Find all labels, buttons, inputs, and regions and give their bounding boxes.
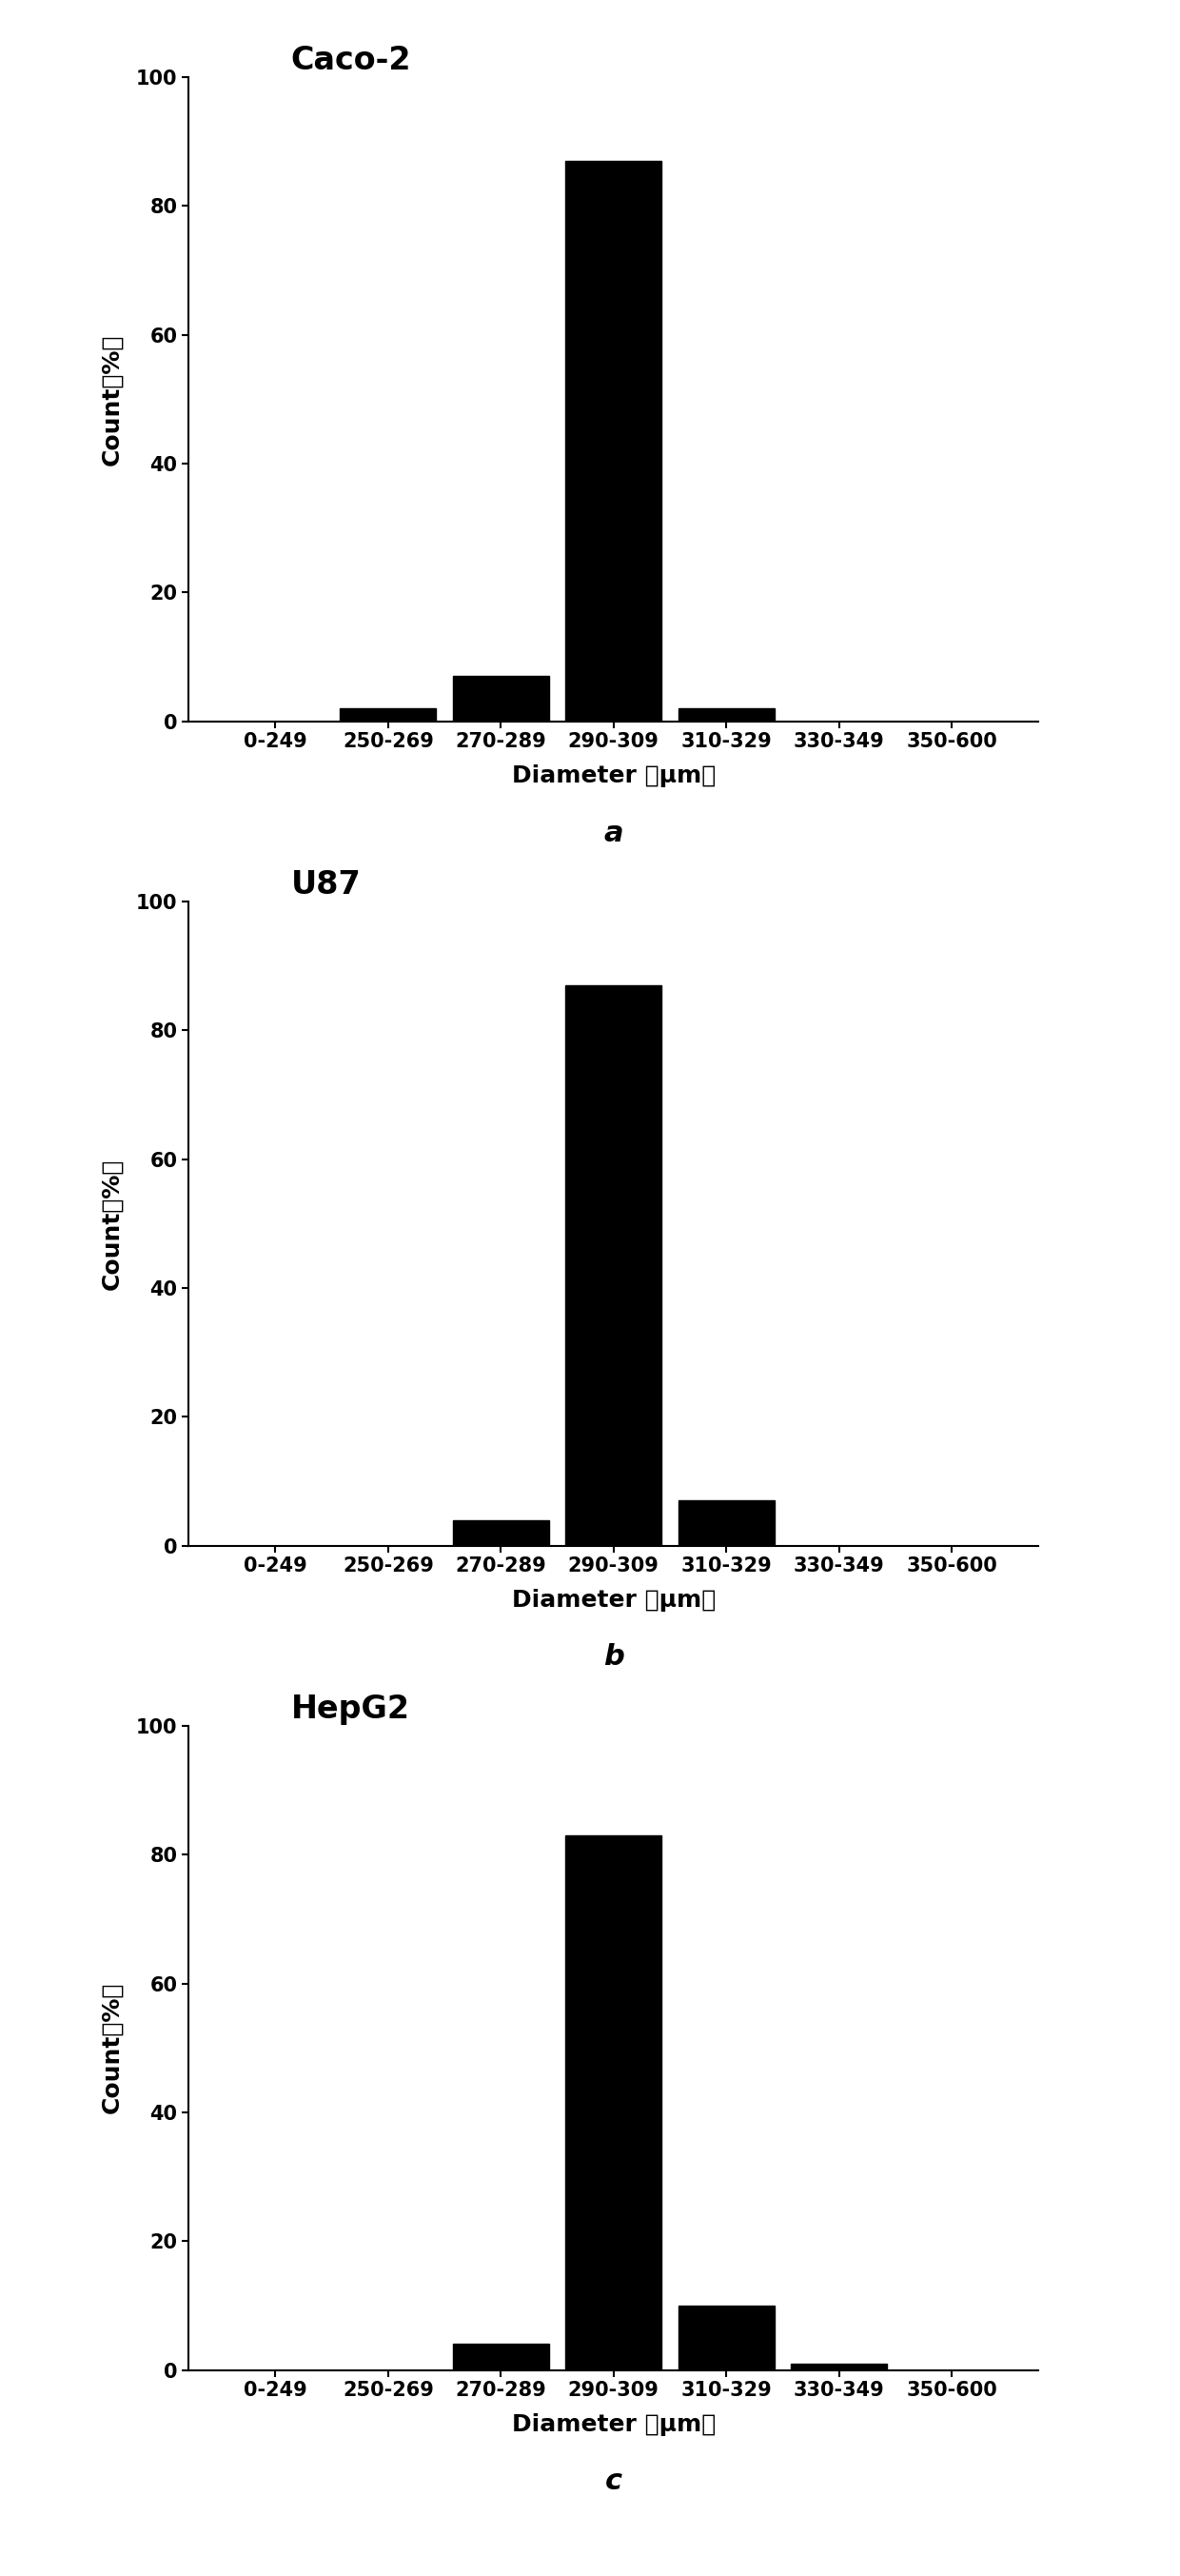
Bar bbox=[678, 2306, 774, 2370]
Text: b: b bbox=[603, 1643, 624, 1672]
X-axis label: Diameter （μm）: Diameter （μm） bbox=[512, 2414, 715, 2437]
Bar bbox=[791, 2365, 887, 2370]
Bar bbox=[453, 1520, 549, 1546]
Text: a: a bbox=[604, 819, 623, 848]
X-axis label: Diameter （μm）: Diameter （μm） bbox=[512, 1589, 715, 1613]
Text: HepG2: HepG2 bbox=[290, 1692, 409, 1726]
Text: c: c bbox=[605, 2468, 622, 2496]
Y-axis label: Count（%）: Count（%） bbox=[100, 1981, 123, 2115]
Bar bbox=[565, 160, 662, 721]
Y-axis label: Count（%）: Count（%） bbox=[100, 332, 123, 466]
Bar bbox=[340, 708, 437, 721]
X-axis label: Diameter （μm）: Diameter （μm） bbox=[512, 765, 715, 788]
Bar bbox=[678, 1499, 774, 1546]
Bar bbox=[453, 677, 549, 721]
Text: Caco-2: Caco-2 bbox=[290, 44, 411, 77]
Bar bbox=[565, 1834, 662, 2370]
Y-axis label: Count（%）: Count（%） bbox=[100, 1157, 123, 1291]
Bar bbox=[453, 2344, 549, 2370]
Text: U87: U87 bbox=[290, 868, 361, 902]
Bar bbox=[565, 987, 662, 1546]
Bar bbox=[678, 708, 774, 721]
